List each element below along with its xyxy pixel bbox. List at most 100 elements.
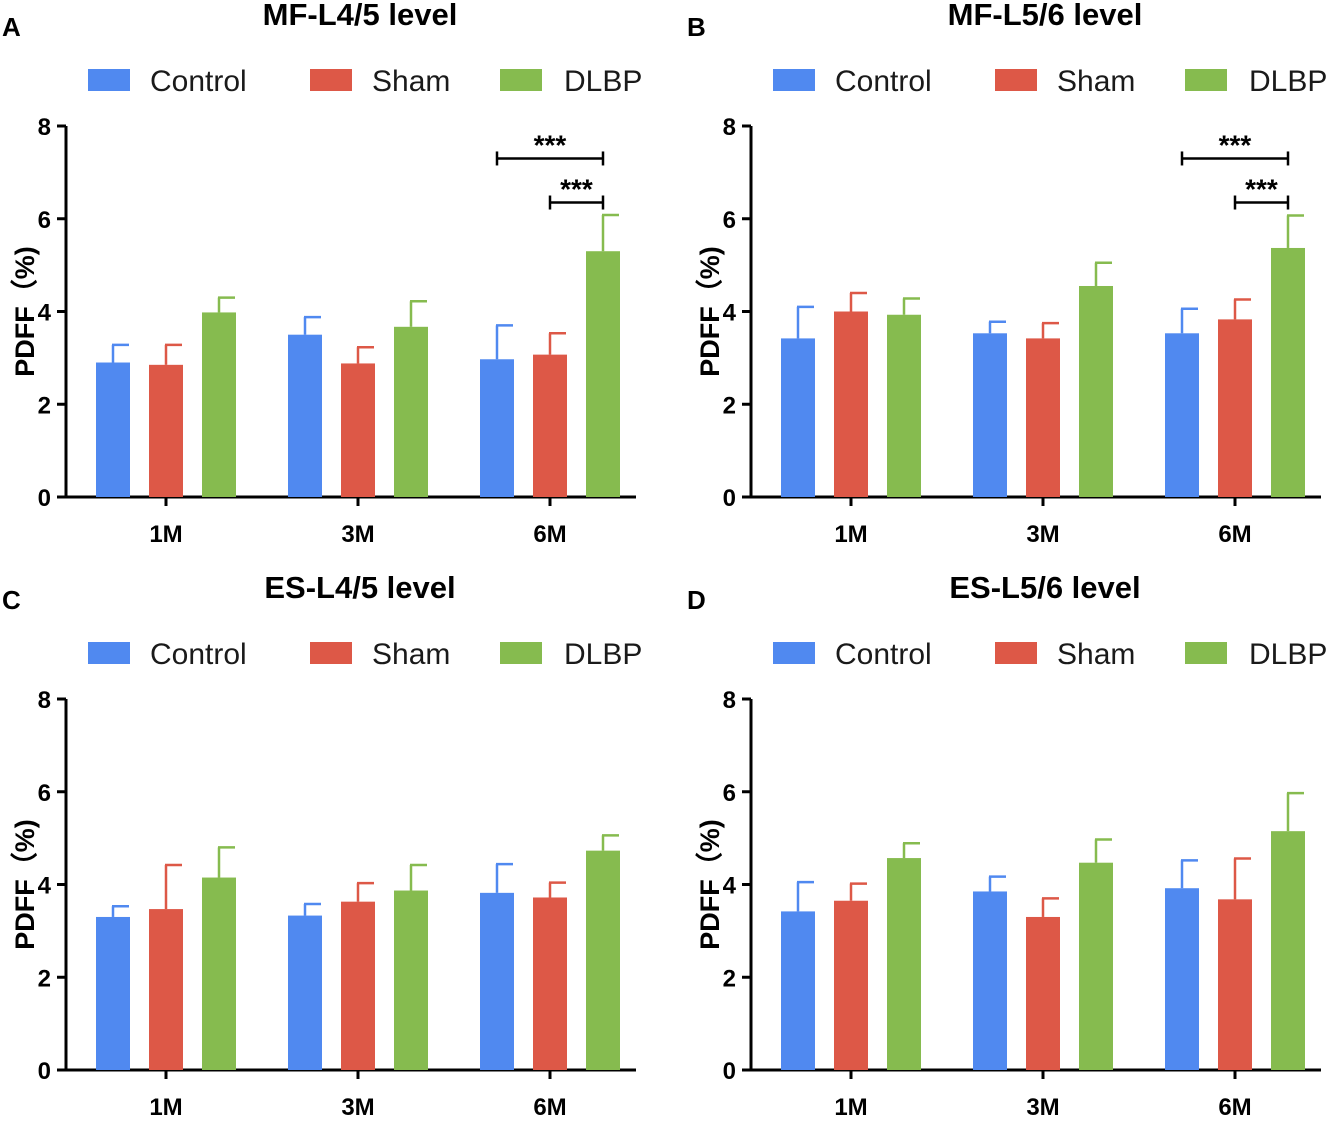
bar-control-3m [288,915,322,1070]
bar-sham-3m [1026,916,1060,1070]
legend-label: Sham [372,638,450,671]
legend-item-sham: Sham [995,65,1135,98]
x-tick-label: 6M [533,1094,566,1121]
bar-control-3m [973,891,1007,1070]
y-axis-label: PDFF（%) [695,819,725,950]
chart-svg: A MF-L4/5 level Control Sham DLBP PDFF（%) 0 2 4 6… [2,0,642,548]
legend-item-control: Control [773,65,932,98]
legend-item-sham: Sham [310,638,450,671]
legend-label: DLBP [564,638,642,671]
significance-label: *** [560,174,593,205]
bar-dlbp-1m [202,312,236,497]
bar-control-1m [96,916,130,1070]
y-tick-label: 4 [723,300,737,327]
y-tick-label: 8 [723,687,736,714]
legend-item-dlbp: DLBP [500,638,642,671]
legend-swatch [310,69,352,91]
bar-dlbp-6m [1271,831,1305,1070]
bar-dlbp-1m [887,858,921,1070]
x-tick-label: 3M [1026,521,1059,548]
chart-title: MF-L5/6 level [948,0,1143,32]
y-tick-label: 2 [38,965,51,992]
legend-item-control: Control [88,638,247,671]
x-tick-label: 3M [341,1094,374,1121]
bar-control-6m [480,892,514,1070]
legend-label: Control [835,65,932,98]
legend-label: Control [835,638,932,671]
x-tick-label: 3M [341,521,374,548]
legend-label: DLBP [1249,638,1327,671]
chart-panel-b: B MF-L5/6 level Control Sham DLBP PDFF（%) 0 2 4 6… [685,0,1327,557]
y-tick-label: 6 [38,207,51,234]
legend-item-control: Control [88,65,247,98]
bar-sham-3m [341,363,375,497]
legend-swatch [773,69,815,91]
bar-control-6m [480,359,514,497]
legend-item-dlbp: DLBP [500,65,642,98]
y-axis-label: PDFF（%) [10,819,40,950]
legend-label: Sham [1057,638,1135,671]
bar-control-1m [781,338,815,497]
bar-sham-1m [149,909,183,1070]
chart-title: MF-L4/5 level [263,0,458,32]
x-tick-label: 6M [1218,1094,1251,1121]
legend-item-sham: Sham [310,65,450,98]
y-tick-label: 4 [38,300,52,327]
y-tick-label: 0 [723,1058,736,1085]
bar-dlbp-6m [586,850,620,1070]
x-tick-label: 1M [149,521,182,548]
y-tick-label: 0 [723,485,736,512]
legend-label: Control [150,65,247,98]
bar-dlbp-1m [202,877,236,1070]
significance-bracket: *** [1233,174,1290,210]
bar-control-6m [1165,888,1199,1070]
legend-swatch [500,69,542,91]
bar-control-3m [288,334,322,497]
bar-control-6m [1165,333,1199,497]
legend-label: DLBP [564,65,642,98]
y-tick-label: 6 [38,780,51,807]
bar-sham-1m [834,900,868,1070]
y-tick-label: 2 [38,392,51,419]
legend-swatch [995,69,1037,91]
y-tick-label: 8 [38,114,51,141]
chart-svg: B MF-L5/6 level Control Sham DLBP PDFF（%) 0 2 4 6… [687,0,1327,548]
panel-label: B [687,12,706,42]
bar-sham-6m [533,354,567,497]
chart-svg: C ES-L4/5 level Control Sham DLBP PDFF（%) 0 2 4 6… [2,570,642,1121]
legend-label: Sham [372,65,450,98]
significance-bracket: *** [548,174,605,210]
y-tick-label: 2 [723,965,736,992]
panel-label: A [2,12,21,42]
legend-swatch [1185,642,1227,664]
y-tick-label: 2 [723,392,736,419]
chart-panel-a: A MF-L4/5 level Control Sham DLBP PDFF（%) 0 2 4 6… [0,0,663,557]
legend-swatch [88,69,130,91]
legend-swatch [773,642,815,664]
x-tick-label: 6M [1218,521,1251,548]
y-tick-label: 4 [723,873,737,900]
bar-sham-1m [834,311,868,497]
bar-control-1m [781,911,815,1070]
bar-dlbp-3m [1079,862,1113,1070]
bar-dlbp-6m [586,251,620,497]
significance-label: *** [1219,129,1252,160]
y-tick-label: 8 [38,687,51,714]
legend-item-dlbp: DLBP [1185,65,1327,98]
bar-sham-3m [341,901,375,1070]
y-tick-label: 8 [723,114,736,141]
bar-dlbp-1m [887,314,921,497]
legend-swatch [995,642,1037,664]
x-tick-label: 6M [533,521,566,548]
y-tick-label: 6 [723,780,736,807]
significance-bracket: *** [495,129,605,166]
legend-item-dlbp: DLBP [1185,638,1327,671]
bar-dlbp-3m [394,890,428,1070]
legend-item-sham: Sham [995,638,1135,671]
legend-label: DLBP [1249,65,1327,98]
x-tick-label: 1M [834,521,867,548]
significance-label: *** [1245,174,1278,205]
chart-svg: D ES-L5/6 level Control Sham DLBP PDFF（%) 0 2 4 6… [687,570,1327,1121]
legend-item-control: Control [773,638,932,671]
legend-swatch [500,642,542,664]
